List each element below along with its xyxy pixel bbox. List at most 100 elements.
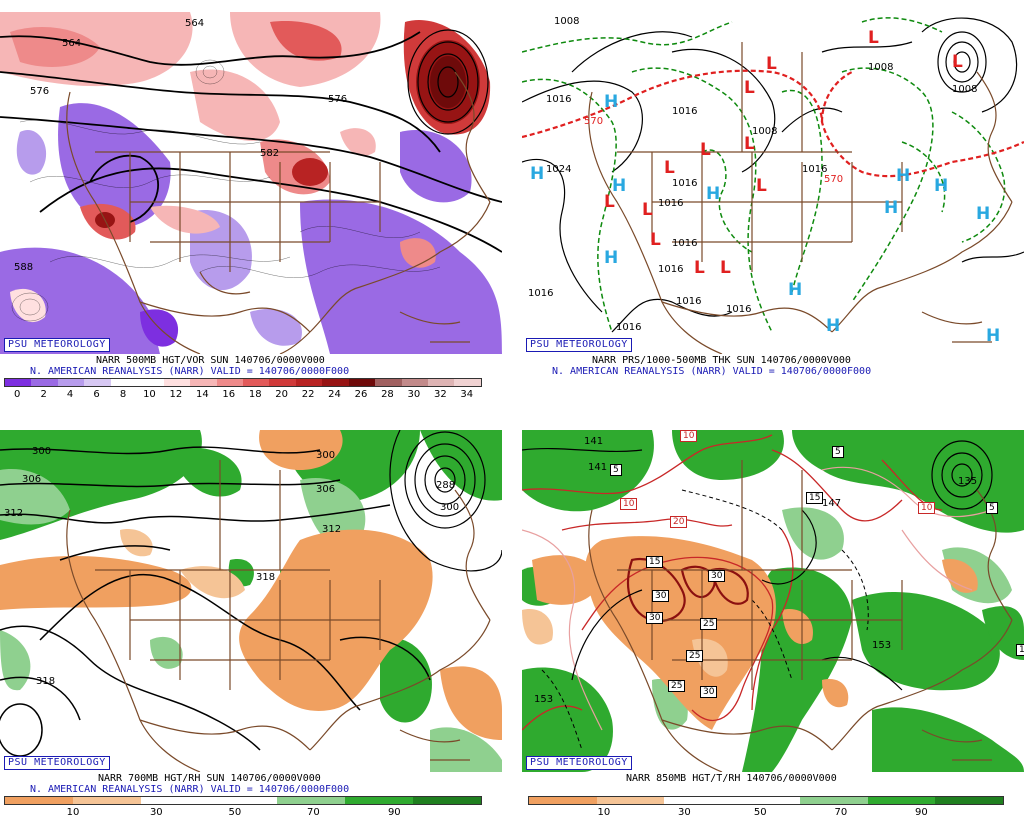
isobar-label: 1016 — [672, 106, 698, 117]
colorbar-tick-label: 10 — [66, 807, 80, 818]
colorbar-tick-label: 20 — [275, 389, 289, 400]
caption-product: NARR 700MB HGT/RH SUN 140706/0000V000 — [98, 773, 321, 784]
colorbar-tick-label: 6 — [93, 389, 100, 400]
map-700mb-rh — [0, 430, 502, 772]
caption-product: NARR PRS/1000-500MB THK SUN 140706/0000V… — [592, 355, 851, 366]
colorbar-swatch — [375, 379, 402, 386]
colorbar-swatch — [31, 379, 58, 386]
rh700-colorbar — [4, 796, 482, 805]
temperature-box-label: 25 — [668, 680, 686, 692]
contour-label: 141 — [584, 436, 604, 447]
colorbar-tick-label: 32 — [433, 389, 447, 400]
temperature-box-label: 30 — [708, 570, 726, 582]
colorbar-tick-label: 12 — [169, 389, 183, 400]
low-pressure-marker: L — [744, 78, 755, 98]
colorbar-swatch — [529, 797, 597, 804]
colorbar-swatch — [867, 797, 936, 804]
colorbar-swatch — [216, 379, 243, 386]
contour-label: 312 — [322, 524, 342, 535]
isobar-label: 1016 — [802, 164, 828, 175]
isobar-label: 1016 — [616, 322, 642, 333]
contour-label: 306 — [316, 484, 336, 495]
colorbar-swatch — [413, 797, 481, 804]
temperature-box-label: 30 — [652, 590, 670, 602]
contour-label: 300 — [316, 450, 336, 461]
thickness-label: 570 — [824, 174, 844, 185]
colorbar-swatch — [242, 379, 270, 386]
psu-meteorology-label: PSU METEOROLOGY — [526, 756, 632, 770]
contour-label: 306 — [22, 474, 42, 485]
colorbar-tick-label: 4 — [66, 389, 74, 400]
colorbar-swatch — [277, 797, 345, 804]
high-pressure-marker: H — [976, 204, 991, 224]
map-500mb-vorticity — [0, 12, 502, 354]
colorbar-swatch — [348, 379, 376, 386]
temperature-box-label: 15 — [646, 556, 664, 568]
colorbar-tick-label: 30 — [149, 807, 163, 818]
caption-product: NARR 500MB HGT/VOR SUN 140706/0000V000 — [96, 355, 325, 366]
colorbar-swatch — [664, 797, 733, 804]
isobar-label: 1016 — [726, 304, 752, 315]
isobar-label: 1008 — [868, 62, 894, 73]
temperature-box-label: 10 — [918, 502, 936, 514]
contour-label: 576 — [328, 94, 348, 105]
colorbar-swatch — [269, 379, 296, 386]
low-pressure-marker: L — [868, 28, 879, 48]
colorbar-swatch — [57, 379, 85, 386]
contour-label: 318 — [36, 676, 56, 687]
colorbar-swatch — [137, 379, 164, 386]
colorbar-swatch — [110, 379, 138, 386]
low-pressure-marker: L — [700, 140, 711, 160]
low-pressure-marker: L — [720, 258, 731, 278]
rh850-colorbar — [528, 796, 1004, 805]
colorbar-tick-label: 24 — [328, 389, 341, 400]
panel-pressure-thickness: 1008 1016 1024 1016 1016 1008 1016 1016 … — [522, 12, 1024, 354]
colorbar-swatch — [345, 797, 413, 804]
caption-valid: N. AMERICAN REANALYSIS (NARR) VALID = 14… — [552, 366, 872, 377]
panel-700mb-rh: 300 306 312 300 306 312 318 318 288 300 … — [0, 430, 502, 772]
colorbar-tick-label: 30 — [407, 389, 421, 400]
contour-label: 300 — [440, 502, 460, 513]
temperature-box-label: 5 — [986, 502, 998, 514]
colorbar-tick-label: 70 — [834, 807, 848, 818]
colorbar-tick-label: 30 — [678, 807, 691, 818]
colorbar-swatch — [163, 379, 191, 386]
temperature-box-label: 15 — [1016, 644, 1024, 656]
colorbar-swatch — [295, 379, 323, 386]
vorticity-colorbar-ticks: 0 2 4 6 8 10 12 14 16 18 20 22 24 26 28 30 32 34 — [4, 389, 480, 401]
colorbar-swatch — [596, 797, 665, 804]
colorbar-swatch — [5, 797, 73, 804]
psu-meteorology-label: PSU METEOROLOGY — [526, 338, 632, 352]
low-pressure-marker: L — [604, 192, 615, 212]
colorbar-tick-label: 50 — [228, 807, 242, 818]
high-pressure-marker: H — [896, 166, 911, 186]
isobar-label: 1008 — [952, 84, 978, 95]
low-pressure-marker: L — [744, 134, 755, 154]
low-pressure-marker: L — [664, 158, 675, 178]
colorbar-tick-label: 14 — [195, 389, 209, 400]
temperature-box-label: 30 — [700, 686, 718, 698]
caption-product: NARR 850MB HGT/T/RH 140706/0000V000 — [626, 773, 837, 784]
high-pressure-marker: H — [986, 326, 1001, 346]
caption-valid: N. AMERICAN REANALYSIS (NARR) VALID = 14… — [30, 366, 350, 377]
panel-500mb-vorticity: 564 576 564 576 582 588 PSU METEOROLOGY — [0, 12, 502, 354]
isobar-label: 1016 — [658, 198, 684, 209]
temperature-box-label: 25 — [700, 618, 718, 630]
contour-label: 300 — [32, 446, 52, 457]
contour-label: 582 — [260, 148, 280, 159]
contour-label: 576 — [30, 86, 50, 97]
colorbar-tick-label: 28 — [381, 389, 394, 400]
isobar-label: 1016 — [672, 178, 698, 189]
colorbar-swatch — [935, 797, 1004, 804]
isobar-label: 1008 — [752, 126, 778, 137]
temperature-box-label: 5 — [610, 464, 622, 476]
isobar-label: 1016 — [672, 238, 698, 249]
high-pressure-marker: H — [934, 176, 949, 196]
temperature-box-label: 10 — [620, 498, 638, 510]
contour-label: 147 — [822, 498, 842, 509]
high-pressure-marker: H — [884, 198, 899, 218]
contour-label: 141 — [588, 462, 608, 473]
contour-label: 588 — [14, 262, 34, 273]
temperature-box-label: 30 — [646, 612, 664, 624]
colorbar-tick-label: 8 — [119, 389, 127, 400]
